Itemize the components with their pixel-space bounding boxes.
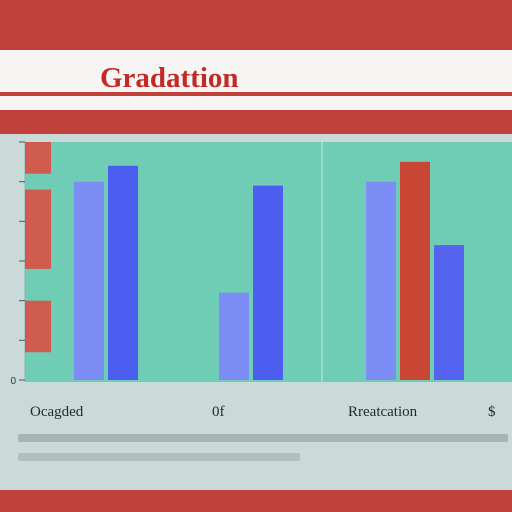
caption-line-decoration xyxy=(18,453,300,461)
bar xyxy=(108,166,138,380)
left-marker xyxy=(25,142,51,174)
x-tick-label: Rreatcation xyxy=(348,404,417,421)
y-tick-label: 0 xyxy=(10,376,16,387)
caption-line-decoration xyxy=(18,434,508,442)
bar xyxy=(366,182,396,380)
x-tick-label: $ xyxy=(488,404,496,421)
bar xyxy=(253,186,283,380)
bar xyxy=(74,182,104,380)
left-marker xyxy=(25,301,51,353)
left-marker xyxy=(25,190,51,269)
bar xyxy=(434,245,464,380)
x-tick-label: 0f xyxy=(212,404,225,421)
bar xyxy=(400,162,430,380)
x-tick-label: Ocagded xyxy=(30,404,83,421)
bar xyxy=(219,293,249,380)
